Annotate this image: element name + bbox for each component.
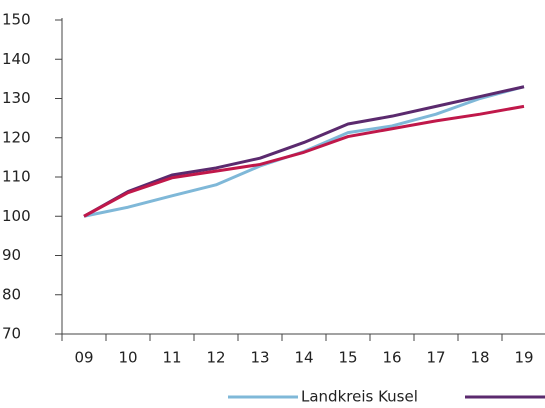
- y-tick-label: 130: [2, 89, 31, 107]
- series-line: [83, 85, 525, 218]
- x-tick-label: 11: [162, 349, 181, 367]
- x-tick-label: 12: [206, 349, 225, 367]
- y-tick-label: 80: [2, 285, 21, 303]
- y-tick-label: 70: [2, 325, 21, 343]
- y-tick-label: 120: [2, 128, 31, 146]
- y-tick-label: 110: [2, 168, 31, 186]
- y-tick-label: 150: [2, 11, 31, 29]
- x-tick-label: 17: [426, 349, 445, 367]
- y-tick-label: 100: [2, 207, 31, 225]
- series-line: [83, 104, 525, 218]
- x-tick-label: 14: [294, 349, 313, 367]
- y-tick-label: 140: [2, 50, 31, 68]
- x-tick-label: 10: [118, 349, 137, 367]
- x-tick-label: 13: [250, 349, 269, 367]
- x-tick-label: 19: [514, 349, 533, 367]
- x-tick-label: 09: [74, 349, 93, 367]
- y-tick-label: 90: [2, 246, 21, 264]
- legend-label: Landkreis Kusel: [301, 388, 418, 406]
- x-tick-label: 16: [382, 349, 401, 367]
- x-tick-label: 18: [470, 349, 489, 367]
- x-tick-label: 15: [338, 349, 357, 367]
